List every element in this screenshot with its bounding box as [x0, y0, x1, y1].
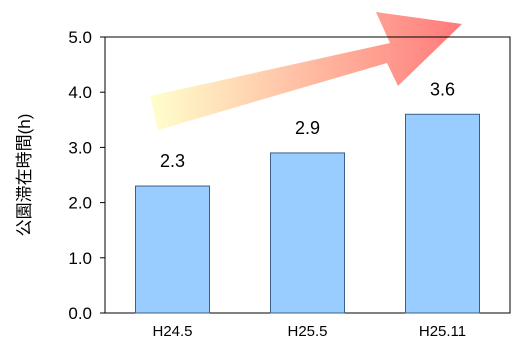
y-tick-label: 5.0 [68, 28, 92, 47]
data-label: 2.3 [160, 151, 185, 171]
x-tick-label: H25.5 [287, 323, 327, 340]
data-label: 2.9 [295, 118, 320, 138]
y-tick-label: 3.0 [68, 138, 92, 157]
x-axis: H24.5 H25.5 H25.11 [152, 323, 466, 340]
bars [135, 113, 480, 314]
y-tick-label: 4.0 [68, 83, 92, 102]
y-tick-label: 2.0 [68, 194, 92, 213]
bar [135, 185, 210, 314]
trend-arrow [150, 12, 462, 130]
y-tick-label: 0.0 [68, 304, 92, 323]
y-axis-title: 公園滞在時間(h) [15, 114, 34, 237]
y-tick-label: 1.0 [68, 249, 92, 268]
x-tick-label: H25.11 [419, 323, 466, 340]
y-axis: 0.0 1.0 2.0 3.0 4.0 5.0 [68, 28, 105, 323]
data-labels: 2.3 2.9 3.6 [160, 79, 455, 171]
x-tick-label: H24.5 [152, 323, 192, 340]
bar [405, 113, 480, 314]
bar [270, 152, 345, 314]
data-label: 3.6 [430, 79, 455, 99]
